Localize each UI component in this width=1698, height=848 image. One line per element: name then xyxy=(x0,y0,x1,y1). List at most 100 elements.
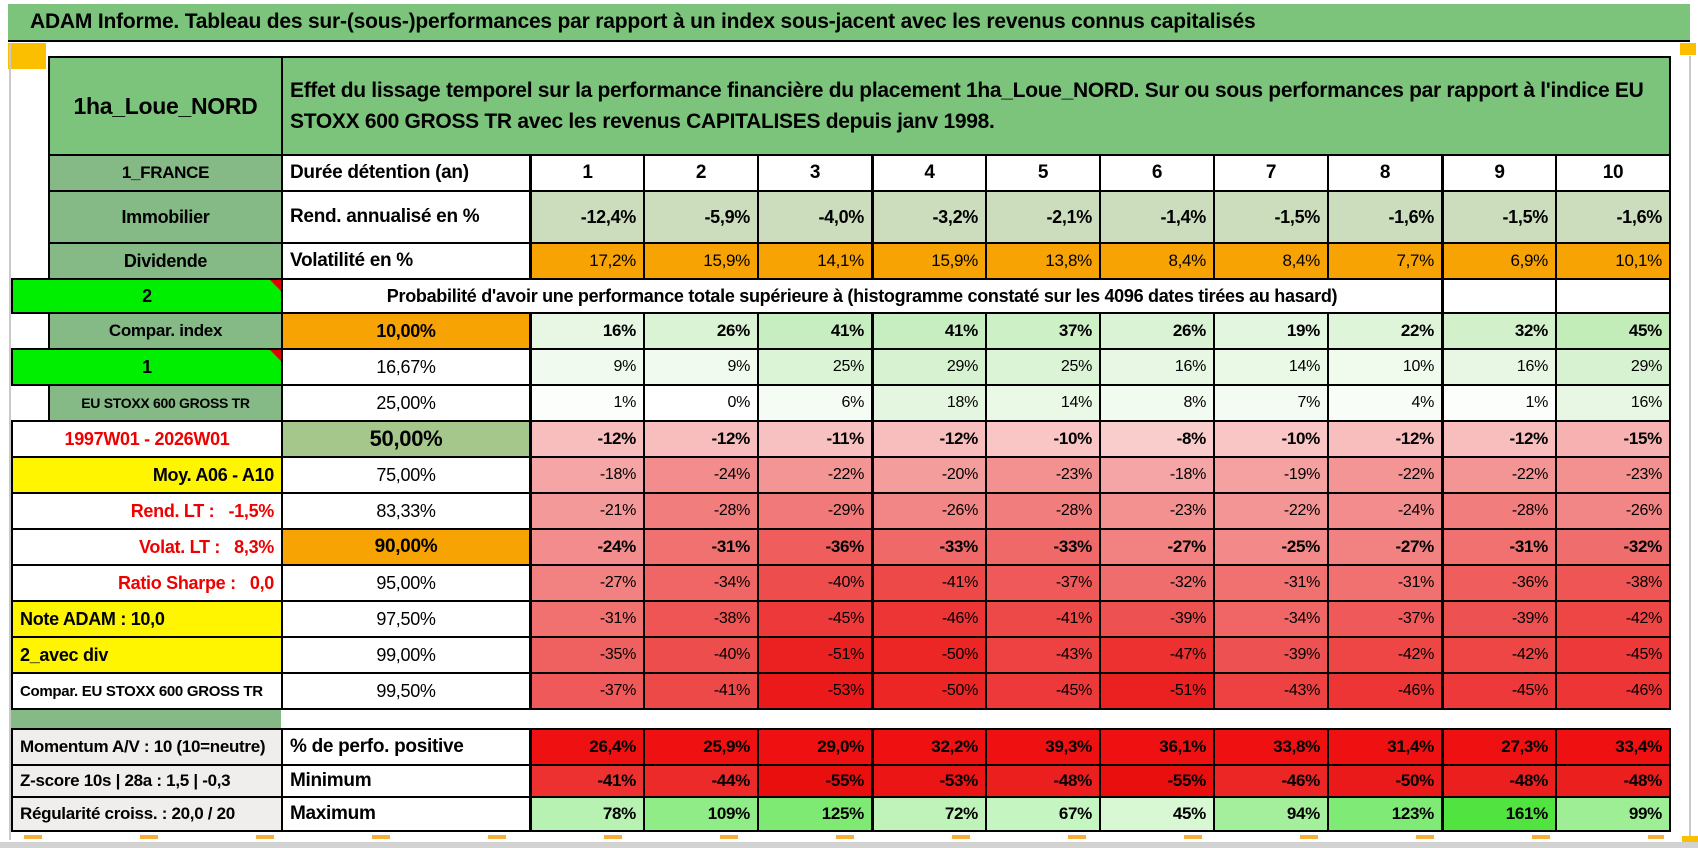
grid-cell[interactable]: -38% xyxy=(1555,564,1671,602)
grid-cell[interactable]: -46% xyxy=(1213,764,1329,798)
grid-cell[interactable]: 8,4% xyxy=(1099,242,1215,280)
probability-caption[interactable]: Probabilité d'avoir une performance tota… xyxy=(281,278,1443,314)
grid-cell[interactable]: -41% xyxy=(529,764,645,798)
label-index-name[interactable]: EU STOXX 600 GROSS TR xyxy=(48,384,283,422)
grid-cell[interactable]: -4,0% xyxy=(757,190,873,244)
grid-cell[interactable]: 19% xyxy=(1213,312,1329,350)
grid-cell[interactable]: -45% xyxy=(1441,672,1557,710)
grid-cell[interactable]: 36,1% xyxy=(1099,728,1215,766)
grid-cell[interactable]: -2,1% xyxy=(985,190,1101,244)
label-ratio-sharpe[interactable]: Ratio Sharpe : 0,0 xyxy=(11,564,283,602)
grid-cell[interactable]: 50,00% xyxy=(281,420,531,458)
grid-cell[interactable]: 10% xyxy=(1327,348,1443,386)
grid-cell[interactable]: 16,67% xyxy=(281,348,531,386)
grid-cell[interactable]: -28% xyxy=(643,492,759,530)
grid-cell[interactable]: 95,00% xyxy=(281,564,531,602)
grid-cell[interactable]: 26,4% xyxy=(529,728,645,766)
rend-label[interactable]: Rend. annualisé en % xyxy=(281,190,531,244)
grid-cell[interactable]: 31,4% xyxy=(1327,728,1443,766)
grid-cell[interactable]: -41% xyxy=(643,672,759,710)
grid-cell[interactable]: -26% xyxy=(1555,492,1671,530)
grid-cell[interactable]: -35% xyxy=(529,636,645,674)
perfo-positive-label[interactable]: % de perfo. positive xyxy=(281,728,531,766)
grid-cell[interactable]: -39% xyxy=(1099,600,1215,638)
grid-cell[interactable]: 99,00% xyxy=(281,636,531,674)
grid-cell[interactable]: 90,00% xyxy=(281,528,531,566)
grid-cell[interactable]: -39% xyxy=(1213,636,1329,674)
grid-cell[interactable]: 7 xyxy=(1213,154,1329,192)
grid-cell[interactable]: 25,9% xyxy=(643,728,759,766)
grid-cell[interactable]: -29% xyxy=(757,492,873,530)
grid-cell[interactable]: -55% xyxy=(757,764,873,798)
grid-cell[interactable]: 10,00% xyxy=(281,312,531,350)
grid-cell[interactable]: 5 xyxy=(985,154,1101,192)
grid-cell[interactable]: 27,3% xyxy=(1441,728,1557,766)
grid-cell[interactable]: -42% xyxy=(1327,636,1443,674)
grid-cell[interactable]: 99,50% xyxy=(281,672,531,710)
grid-cell[interactable]: 6 xyxy=(1099,154,1215,192)
grid-cell[interactable]: 7% xyxy=(1213,384,1329,422)
grid-cell[interactable]: -41% xyxy=(985,600,1101,638)
volatilite-label[interactable]: Volatilité en % xyxy=(281,242,531,280)
grid-cell[interactable]: 8,4% xyxy=(1213,242,1329,280)
grid-cell[interactable]: 94% xyxy=(1213,796,1329,832)
grid-cell[interactable]: 161% xyxy=(1441,796,1557,832)
grid-cell[interactable]: -31% xyxy=(1441,528,1557,566)
grid-cell[interactable]: -55% xyxy=(1099,764,1215,798)
grid-cell[interactable]: -39% xyxy=(1441,600,1557,638)
grid-cell[interactable]: -41% xyxy=(871,564,987,602)
grid-cell[interactable]: 2 xyxy=(643,154,759,192)
grid-cell[interactable]: -21% xyxy=(529,492,645,530)
grid-cell[interactable]: -47% xyxy=(1099,636,1215,674)
grid-cell[interactable]: 9 xyxy=(1441,154,1557,192)
label-asset-class[interactable]: Immobilier xyxy=(48,190,283,244)
grid-cell[interactable]: 109% xyxy=(643,796,759,832)
grid-cell[interactable]: -24% xyxy=(1327,492,1443,530)
grid-cell[interactable]: 25% xyxy=(985,348,1101,386)
label-volat-lt[interactable]: Volat. LT : 8,3% xyxy=(11,528,283,566)
label-note-adam[interactable]: Note ADAM : 10,0 xyxy=(11,600,283,638)
grid-cell[interactable]: -37% xyxy=(529,672,645,710)
grid-cell[interactable]: 72% xyxy=(871,796,987,832)
grid-cell[interactable]: -23% xyxy=(985,456,1101,494)
duration-label[interactable]: Durée détention (an) xyxy=(281,154,531,192)
grid-cell[interactable]: 18% xyxy=(871,384,987,422)
grid-cell[interactable]: 4 xyxy=(871,154,987,192)
grid-cell[interactable]: -42% xyxy=(1555,600,1671,638)
grid-cell[interactable]: -31% xyxy=(529,600,645,638)
grid-cell[interactable]: -22% xyxy=(1327,456,1443,494)
grid-cell[interactable]: -33% xyxy=(871,528,987,566)
grid-cell[interactable]: 6% xyxy=(757,384,873,422)
grid-cell[interactable]: -40% xyxy=(643,636,759,674)
grid-cell[interactable]: -10% xyxy=(1213,420,1329,458)
grid-cell[interactable]: -11% xyxy=(757,420,873,458)
grid-cell[interactable]: -45% xyxy=(757,600,873,638)
grid-cell[interactable]: -1,4% xyxy=(1099,190,1215,244)
grid-cell[interactable]: 9% xyxy=(529,348,645,386)
grid-cell[interactable]: 3 xyxy=(757,154,873,192)
grid-cell[interactable]: -31% xyxy=(1327,564,1443,602)
grid-cell[interactable]: 78% xyxy=(529,796,645,832)
grid-cell[interactable]: -23% xyxy=(1555,456,1671,494)
label-z-score[interactable]: Z-score 10s | 28a : 1,5 | -0,3 xyxy=(11,764,283,798)
grid-cell[interactable]: -5,9% xyxy=(643,190,759,244)
grid-cell[interactable]: -44% xyxy=(643,764,759,798)
grid-cell[interactable]: 123% xyxy=(1327,796,1443,832)
maximum-label[interactable]: Maximum xyxy=(281,796,531,832)
grid-cell[interactable]: -34% xyxy=(643,564,759,602)
grid-cell[interactable]: -15% xyxy=(1555,420,1671,458)
grid-cell[interactable]: 1 xyxy=(529,154,645,192)
grid-cell[interactable]: 32,2% xyxy=(871,728,987,766)
grid-cell[interactable]: 41% xyxy=(871,312,987,350)
grid-cell[interactable] xyxy=(1555,278,1671,314)
grid-cell[interactable]: 13,8% xyxy=(985,242,1101,280)
grid-cell[interactable]: 37% xyxy=(985,312,1101,350)
grid-cell[interactable]: -25% xyxy=(1213,528,1329,566)
grid-cell[interactable]: -37% xyxy=(1327,600,1443,638)
grid-cell[interactable]: -42% xyxy=(1441,636,1557,674)
label-country[interactable]: 1_FRANCE xyxy=(48,154,283,192)
grid-cell[interactable]: -3,2% xyxy=(871,190,987,244)
grid-cell[interactable]: -12% xyxy=(871,420,987,458)
grid-cell[interactable]: 1% xyxy=(529,384,645,422)
grid-cell[interactable]: 29% xyxy=(1555,348,1671,386)
